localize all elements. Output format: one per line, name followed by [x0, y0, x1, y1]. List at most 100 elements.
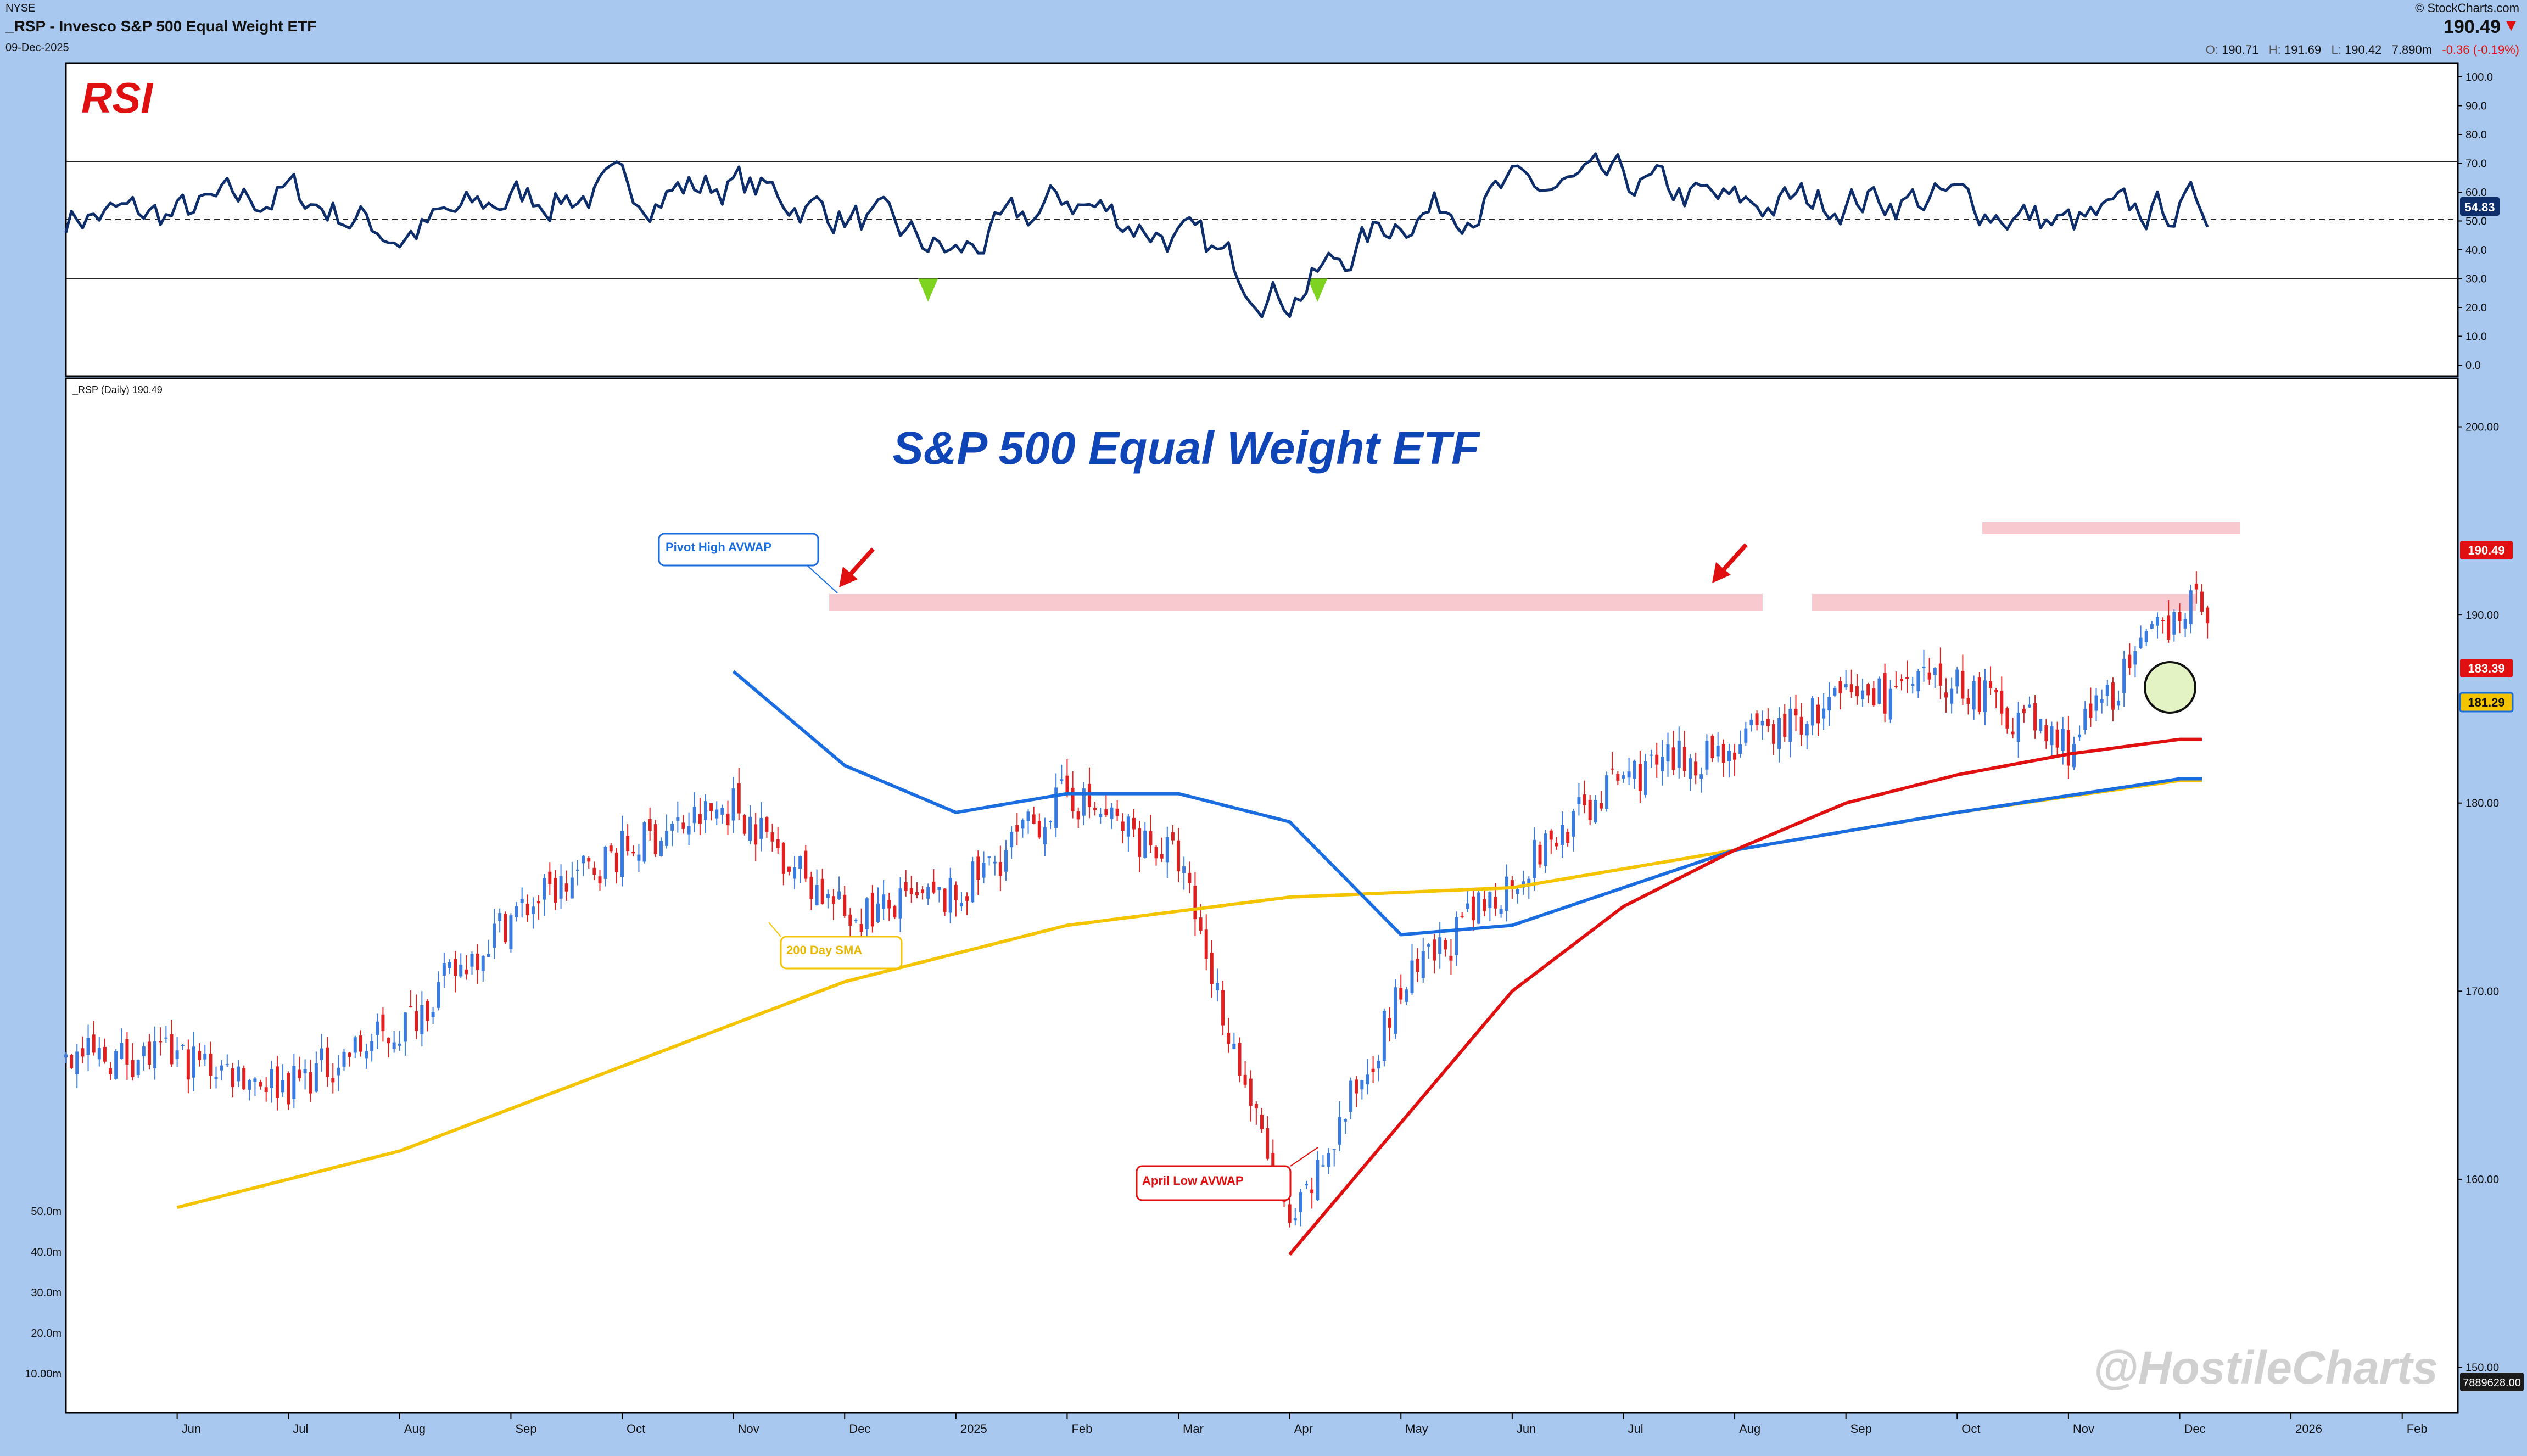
- rsi-tick-label: 70.0: [2465, 158, 2487, 170]
- candle-body: [1104, 809, 1108, 815]
- candle-body: [1622, 775, 1625, 779]
- candle-body: [937, 887, 941, 890]
- candle-body: [92, 1034, 96, 1053]
- candle-body: [1994, 690, 1998, 693]
- x-tick-label: May: [1405, 1422, 1428, 1436]
- candle-body: [181, 1044, 185, 1046]
- candle-body: [2122, 658, 2126, 693]
- low-label: L:: [2331, 43, 2341, 57]
- candle-body: [1661, 757, 1664, 771]
- candle-body: [1215, 983, 1219, 990]
- candle-body: [1154, 847, 1158, 859]
- candle-body: [153, 1041, 157, 1068]
- candle-body: [1611, 768, 1614, 770]
- candle-body: [1188, 872, 1192, 883]
- rsi-tick-label: 80.0: [2465, 129, 2487, 141]
- candle-body: [1733, 752, 1737, 760]
- watermark: @HostileCharts: [2093, 1342, 2438, 1393]
- candle-body: [887, 900, 891, 909]
- candle-body: [1021, 820, 1025, 829]
- candle-body: [1977, 677, 1981, 712]
- pivot-high-avwap-line: [732, 670, 2202, 937]
- candle-body: [1655, 754, 1659, 765]
- price-panel: _RSP (Daily) 190.49 S&P 500 Equal Weight…: [25, 377, 2524, 1414]
- candle-body: [1583, 794, 1586, 805]
- candle-body: [459, 964, 463, 977]
- last-price-marker-text: 190.49: [2468, 544, 2504, 557]
- candle-body: [1377, 1060, 1380, 1069]
- candle-body: [570, 877, 574, 899]
- candle-body: [893, 906, 897, 917]
- candle-body: [1149, 831, 1153, 845]
- candle-body: [670, 824, 674, 831]
- rsi-tick-label: 90.0: [2465, 100, 2487, 113]
- chart-headline: S&P 500 Equal Weight ETF: [893, 422, 1481, 474]
- candle-body: [926, 887, 930, 899]
- candle-body: [442, 963, 446, 976]
- candle-body: [1566, 832, 1570, 843]
- candle-body: [1288, 1204, 1292, 1223]
- candle-body: [253, 1078, 257, 1082]
- rsi-panel: RSI 100.0 90.0 80.0 70.0 60.0 50.0 40.0 30.0 20.…: [64, 62, 2500, 377]
- candle-body: [1771, 724, 1775, 744]
- candle-body: [1227, 1032, 1231, 1044]
- x-tick-label: Oct: [1961, 1422, 1980, 1436]
- candle-body: [109, 1068, 113, 1074]
- price-candles: [64, 571, 2210, 1228]
- candle-body: [203, 1054, 207, 1060]
- candle-body: [1193, 886, 1197, 920]
- volume-tick-label: 10.00m: [25, 1368, 62, 1380]
- price-tick-label: 180.00: [2465, 798, 2499, 810]
- candle-body: [1366, 1074, 1369, 1085]
- candle-body: [1221, 990, 1225, 1026]
- candle-body: [2200, 591, 2204, 612]
- candle-body: [237, 1066, 241, 1082]
- candle-body: [932, 881, 936, 893]
- candle-body: [298, 1069, 301, 1078]
- price-panel-frame: [65, 377, 2459, 1414]
- candle-body: [125, 1039, 129, 1065]
- candle-body: [1488, 892, 1492, 908]
- candle-body: [1794, 709, 1798, 716]
- candle-body: [831, 896, 835, 904]
- candle-body: [1010, 832, 1014, 848]
- candle-body: [2083, 708, 2087, 730]
- x-tick-label: Jun: [182, 1422, 201, 1436]
- candle-body: [465, 969, 468, 975]
- candle-body: [2128, 654, 2132, 668]
- candle-body: [2100, 699, 2104, 703]
- candle-body: [692, 807, 696, 824]
- volume-tick-label: 50.0m: [31, 1206, 62, 1218]
- candle-body: [1533, 839, 1536, 878]
- candle-body: [1788, 708, 1792, 742]
- candle-body: [2105, 685, 2109, 696]
- candle-body: [1115, 808, 1119, 816]
- x-tick-label: Apr: [1294, 1422, 1313, 1436]
- rsi-value-marker: [2460, 197, 2500, 216]
- candle-body: [1371, 1068, 1375, 1072]
- candle-body: [1966, 698, 1970, 704]
- april-low-label: April Low AVWAP: [1142, 1174, 1244, 1188]
- candle-body: [793, 867, 797, 879]
- candle-body: [1755, 713, 1759, 725]
- price-tick-label: 150.00: [2465, 1362, 2499, 1374]
- candle-body: [248, 1080, 251, 1090]
- candle-body: [326, 1047, 329, 1077]
- candle-body: [1677, 740, 1681, 768]
- candle-body: [1555, 842, 1558, 847]
- high-label: H:: [2268, 43, 2281, 57]
- rsi-tick-label: 30.0: [2465, 273, 2487, 285]
- candle-body: [1666, 744, 1670, 762]
- rsi-line: [64, 152, 2209, 318]
- candle-body: [876, 903, 880, 922]
- candle-body: [381, 1014, 385, 1032]
- candle-body: [2033, 703, 2037, 731]
- candle-body: [481, 956, 485, 971]
- candle-body: [1505, 876, 1508, 911]
- candle-body: [103, 1046, 107, 1062]
- volume-value: 7.890m: [2391, 43, 2433, 57]
- resistance-zone-2: [1982, 522, 2240, 534]
- candle-body: [97, 1048, 101, 1060]
- candle-body: [642, 822, 646, 862]
- candle-body: [559, 876, 563, 899]
